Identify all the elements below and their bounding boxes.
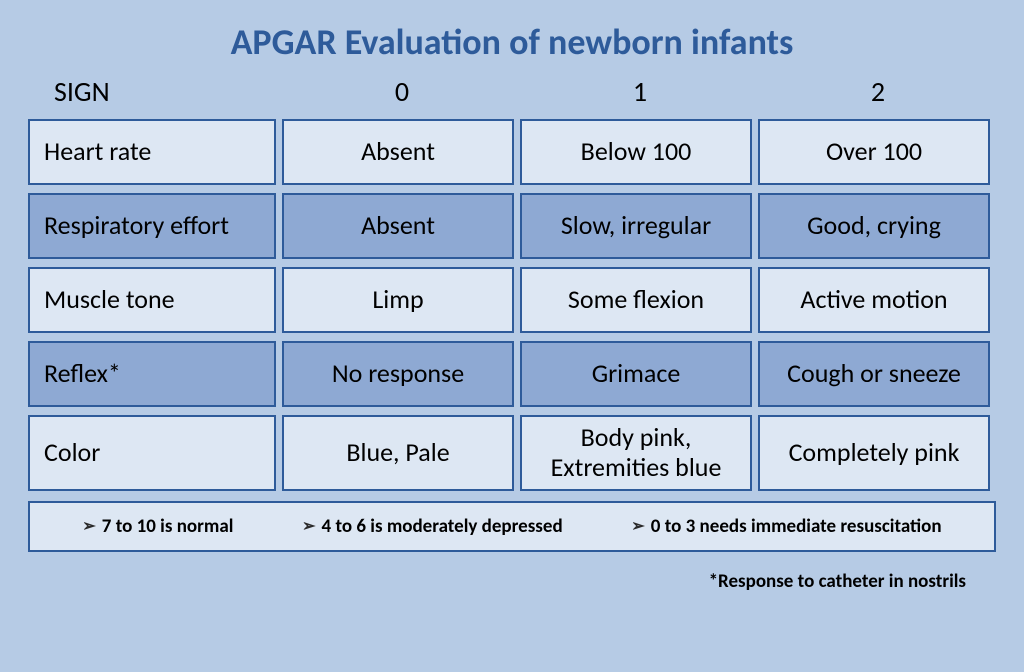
summary-normal: ➢ 7 to 10 is normal [82,515,233,538]
cell-sign: Color [28,415,276,491]
table-row: Muscle tone Limp Some flexion Active mot… [28,267,996,333]
cell-score-0: Limp [282,267,514,333]
table-row: Color Blue, Pale Body pink, Extremities … [28,415,996,491]
page-title: APGAR Evaluation of newborn infants [28,20,996,64]
bullet-icon: ➢ [302,516,315,536]
cell-score-1: Grimace [520,341,752,407]
bullet-icon: ➢ [631,516,644,536]
summary-bar: ➢ 7 to 10 is normal ➢ 4 to 6 is moderate… [28,501,996,552]
header-score-1: 1 [524,72,756,111]
cell-sign: Muscle tone [28,267,276,333]
cell-score-2: Over 100 [758,119,990,185]
cell-score-2: Active motion [758,267,990,333]
cell-score-0: No response [282,341,514,407]
apgar-table: Heart rate Absent Below 100 Over 100 Res… [28,119,996,491]
summary-text: 0 to 3 needs immediate resuscitation [651,515,942,538]
table-row: Reflex* No response Grimace Cough or sne… [28,341,996,407]
cell-score-0: Absent [282,119,514,185]
cell-score-1: Some flexion [520,267,752,333]
cell-score-1: Slow, irregular [520,193,752,259]
header-sign: SIGN [32,72,280,111]
cell-score-0: Absent [282,193,514,259]
summary-moderate: ➢ 4 to 6 is moderately depressed [302,515,563,538]
header-score-0: 0 [286,72,518,111]
summary-text: 7 to 10 is normal [102,515,234,538]
cell-score-2: Good, crying [758,193,990,259]
summary-text: 4 to 6 is moderately depressed [322,515,563,538]
cell-sign: Respiratory effort [28,193,276,259]
table-row: Heart rate Absent Below 100 Over 100 [28,119,996,185]
cell-score-1: Below 100 [520,119,752,185]
cell-score-0: Blue, Pale [282,415,514,491]
cell-score-2: Completely pink [758,415,990,491]
footnote: *Response to catheter in nostrils [28,570,996,593]
column-headers: SIGN 0 1 2 [28,72,996,111]
header-score-2: 2 [762,72,994,111]
table-row: Respiratory effort Absent Slow, irregula… [28,193,996,259]
bullet-icon: ➢ [82,516,95,536]
cell-score-1: Body pink, Extremities blue [520,415,752,491]
cell-score-2: Cough or sneeze [758,341,990,407]
summary-resuscitation: ➢ 0 to 3 needs immediate resuscitation [631,515,941,538]
cell-sign: Heart rate [28,119,276,185]
cell-sign: Reflex* [28,341,276,407]
